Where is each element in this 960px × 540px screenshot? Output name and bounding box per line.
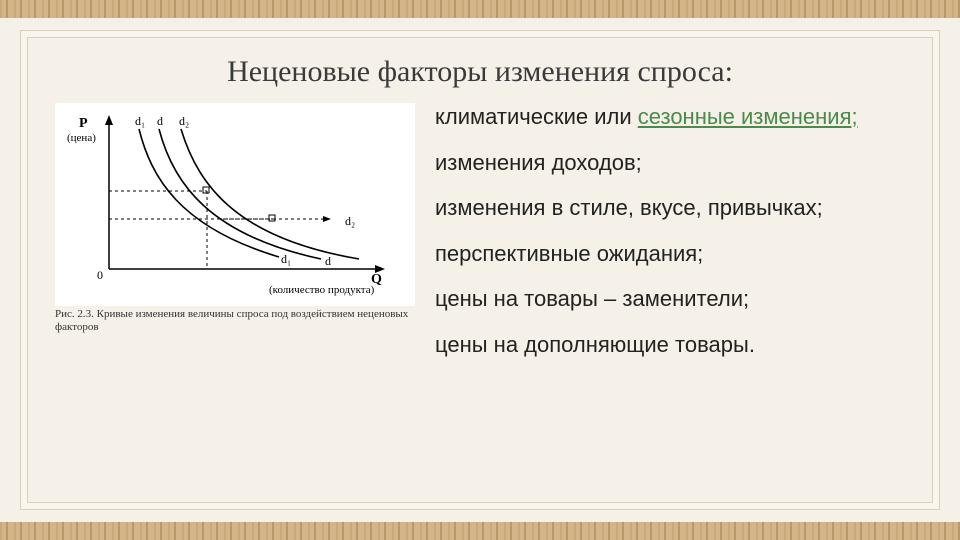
x-axis-sub: (количество продукта) xyxy=(269,284,375,296)
factor-6: цены на дополняющие товары. xyxy=(435,331,905,359)
figure-column: 0 P (цена) Q (количество продукта) d₁ d … xyxy=(55,103,415,376)
factors-column: климатические или сезонные изменения; из… xyxy=(435,103,905,376)
curve-label-d-top: d xyxy=(157,114,163,128)
slide-frame: Неценовые факторы изменения спроса: xyxy=(20,30,940,510)
y-axis-label: P xyxy=(79,116,88,131)
svg-text:0: 0 xyxy=(97,268,103,282)
demand-curve-figure: 0 P (цена) Q (количество продукта) d₁ d … xyxy=(55,103,415,306)
figure-caption: Рис. 2.3. Кривые изменения величины спро… xyxy=(55,308,415,334)
factor-2: изменения доходов; xyxy=(435,149,905,177)
curve-label-d1-top: d₁ xyxy=(135,114,145,128)
content-row: 0 P (цена) Q (количество продукта) d₁ d … xyxy=(55,103,905,376)
curve-label-d-end: d xyxy=(325,254,331,268)
demand-curve-svg: 0 P (цена) Q (количество продукта) d₁ d … xyxy=(59,107,411,297)
wood-texture-top xyxy=(0,0,960,18)
curve-label-d2-top: d₂ xyxy=(179,114,189,128)
curve-label-d2-end: d₂ xyxy=(345,214,355,228)
factor-1: климатические или сезонные изменения; xyxy=(435,103,905,131)
factor-3: изменения в стиле, вкусе, привычках; xyxy=(435,194,905,222)
slide-title: Неценовые факторы изменения спроса: xyxy=(55,55,905,89)
curve-label-d1-end: d₁ xyxy=(281,252,291,266)
factor-4: перспективные ожидания; xyxy=(435,240,905,268)
factor-5: цены на товары – заменители; xyxy=(435,285,905,313)
wood-texture-bottom xyxy=(0,522,960,540)
factor-1-link[interactable]: сезонные изменения; xyxy=(638,104,858,129)
y-axis-sub: (цена) xyxy=(67,132,96,144)
factor-1-text: климатические или xyxy=(435,104,638,129)
